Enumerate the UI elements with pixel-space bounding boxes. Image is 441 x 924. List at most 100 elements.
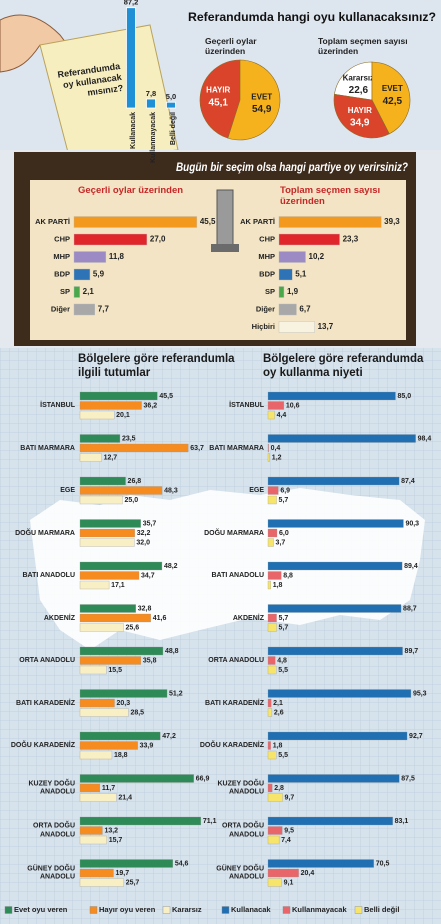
bar bbox=[267, 604, 402, 613]
value-label: 92,7 bbox=[409, 733, 423, 740]
bar bbox=[79, 835, 107, 845]
slice-value: 34,9 bbox=[350, 118, 370, 129]
bar bbox=[267, 519, 404, 528]
value-label: 5,9 bbox=[93, 270, 105, 279]
value-label: 18,8 bbox=[114, 752, 128, 759]
slice-value: 22,6 bbox=[349, 85, 369, 96]
bar bbox=[79, 741, 138, 750]
category-label: CHP bbox=[54, 234, 70, 243]
pie-slice bbox=[334, 61, 373, 101]
bar bbox=[126, 7, 136, 109]
slice-value: 54,9 bbox=[252, 104, 272, 115]
slice-value: 45,1 bbox=[209, 97, 229, 108]
region-label: AKDENİZ bbox=[232, 614, 264, 622]
value-label: 0,4 bbox=[271, 445, 281, 452]
value-label: 20,1 bbox=[116, 412, 130, 419]
bar bbox=[267, 580, 271, 590]
value-label: 32,2 bbox=[137, 530, 151, 537]
category-label: Belli değil bbox=[170, 112, 177, 145]
value-label: 45,5 bbox=[200, 217, 216, 226]
bar bbox=[267, 783, 273, 793]
bar bbox=[79, 656, 142, 665]
bar bbox=[267, 561, 403, 571]
legend-swatch bbox=[162, 906, 171, 914]
value-label: 2,8 bbox=[274, 785, 284, 792]
value-label: 89,7 bbox=[405, 648, 419, 655]
category-label: AK PARTİ bbox=[35, 217, 70, 226]
bar bbox=[79, 401, 142, 410]
legend-swatch bbox=[4, 906, 13, 914]
bar bbox=[267, 646, 403, 656]
bar bbox=[79, 689, 168, 698]
value-label: 25,6 bbox=[126, 624, 140, 631]
bar bbox=[73, 286, 80, 298]
value-label: 5,7 bbox=[279, 615, 289, 622]
bar bbox=[267, 793, 283, 802]
pie-slice bbox=[371, 61, 411, 135]
bar bbox=[79, 443, 189, 453]
value-label: 6,7 bbox=[299, 305, 311, 314]
category-label: BDP bbox=[259, 269, 275, 278]
bar bbox=[79, 495, 123, 505]
slice-value: 42,5 bbox=[383, 96, 403, 107]
slice-label: HAYIR bbox=[206, 86, 230, 95]
chart-subtitle: Geçerli oylar üzerinden bbox=[78, 185, 184, 196]
value-label: 95,3 bbox=[413, 690, 427, 697]
pie-slice bbox=[199, 59, 241, 139]
bar bbox=[267, 453, 270, 462]
chart-title: Bölgelere göre referandumda oy kullanma … bbox=[263, 353, 424, 379]
bar bbox=[267, 708, 273, 717]
bar bbox=[79, 859, 173, 868]
category-label: MHP bbox=[258, 252, 275, 261]
bar bbox=[79, 731, 161, 741]
value-label: 19,7 bbox=[115, 870, 129, 877]
bar bbox=[267, 443, 269, 453]
chart-subtitle: Toplam seçmen sayısı üzerinden bbox=[280, 185, 381, 207]
bar bbox=[73, 233, 148, 246]
value-label: 2,6 bbox=[274, 709, 284, 716]
value-label: 12,7 bbox=[104, 454, 118, 461]
legend-label: Evet oyu veren bbox=[14, 905, 68, 914]
value-label: 4,8 bbox=[277, 657, 287, 664]
category-label: SP bbox=[60, 287, 70, 296]
value-label: 5,5 bbox=[278, 667, 288, 674]
value-label: 98,4 bbox=[418, 435, 432, 442]
value-label: 63,7 bbox=[190, 445, 204, 452]
value-label: 85,0 bbox=[398, 393, 412, 400]
bar bbox=[79, 561, 163, 571]
value-label: 88,7 bbox=[403, 605, 417, 612]
region-label: ORTA DOĞU ANADOLU bbox=[222, 822, 264, 839]
value-label: 21,4 bbox=[118, 794, 132, 801]
value-label: 1,2 bbox=[272, 454, 282, 461]
value-label: 11,8 bbox=[109, 252, 125, 261]
bar bbox=[267, 656, 276, 665]
region-label: BATI KARADENİZ bbox=[16, 699, 75, 707]
value-label: 23,5 bbox=[122, 435, 136, 442]
bar bbox=[79, 783, 101, 793]
value-label: 90,3 bbox=[405, 520, 419, 527]
bar bbox=[267, 613, 277, 623]
pie-subtitle: Toplam seçmen sayısı üzerinden bbox=[318, 36, 408, 56]
bar bbox=[79, 476, 126, 486]
category-label: BDP bbox=[54, 269, 70, 278]
value-label: 32,8 bbox=[138, 605, 152, 612]
legend-label: Kullanacak bbox=[231, 905, 271, 914]
chart-title: Bölgelere göre referandumla ilgili tutum… bbox=[78, 353, 235, 379]
legend-label: Hayır oyu veren bbox=[99, 905, 156, 914]
bar bbox=[79, 878, 124, 887]
bar bbox=[73, 216, 198, 228]
region-label: DOĞU MARMARA bbox=[204, 529, 264, 537]
value-label: 66,9 bbox=[196, 775, 210, 782]
stamp-base bbox=[211, 244, 239, 252]
pie-subtitle: Geçerli oylar üzerinden bbox=[205, 36, 257, 56]
bar bbox=[267, 731, 408, 741]
bar bbox=[79, 665, 107, 675]
bar bbox=[79, 623, 124, 632]
value-label: 39,3 bbox=[384, 217, 400, 226]
value-label: 48,3 bbox=[164, 487, 178, 494]
bar bbox=[79, 571, 140, 580]
value-label: 87,2 bbox=[124, 0, 139, 7]
value-label: 5,0 bbox=[166, 92, 176, 101]
category-label: SP bbox=[265, 287, 275, 296]
value-label: 71,1 bbox=[203, 818, 217, 825]
